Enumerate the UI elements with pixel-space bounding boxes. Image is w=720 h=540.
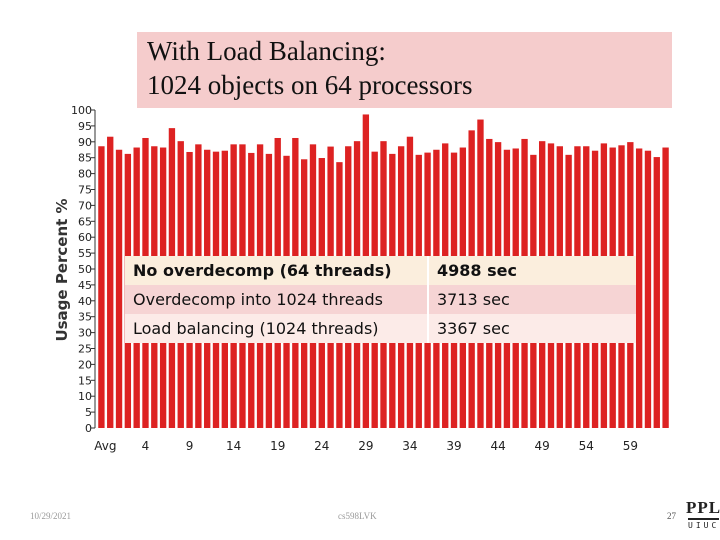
x-tick-label: 59 [623,439,638,453]
y-tick-label: 60 [78,231,92,244]
x-tick-label: Avg [94,439,116,453]
y-tick-label: 45 [78,279,92,292]
y-tick-label: 30 [78,327,92,340]
y-tick-label: 5 [85,406,92,419]
x-tick-label: 49 [535,439,550,453]
table-cell-label: Overdecomp into 1024 threads [133,290,383,309]
x-tick-label: 4 [142,439,150,453]
bar-1 [115,149,123,428]
y-tick-label: 50 [78,263,92,276]
table-cell-value: 4988 sec [427,256,636,285]
footer-course: cs598LVK [338,511,377,521]
table-row: Load balancing (1024 threads) 3367 sec [125,314,636,343]
table-cell-label: No overdecomp (64 threads) [133,261,392,280]
bar-63 [662,147,669,429]
table-row: Overdecomp into 1024 threads 3713 sec [125,285,636,314]
bar-60 [635,148,643,428]
x-tick-label: 19 [270,439,285,453]
table-row: No overdecomp (64 threads) 4988 sec [125,256,636,285]
x-tick-label: 54 [579,439,594,453]
x-tick-label: 39 [446,439,461,453]
y-tick-label: 25 [78,343,92,356]
title-box: With Load Balancing: 1024 objects on 64 … [137,32,672,108]
y-tick-label: 65 [78,215,92,228]
x-tick-label: 9 [186,439,194,453]
y-tick-label: 15 [78,374,92,387]
y-axis-label: Usage Percent % [53,198,71,342]
y-tick-label: 90 [78,136,92,149]
ppl-logo: PPL [686,498,720,517]
table-cell-value: 3713 sec [427,285,636,314]
uiuc-logo: UIUC [688,518,720,530]
y-tick-label: 10 [78,390,92,403]
slide-title-line-1: With Load Balancing: [147,36,386,66]
bar-61 [644,150,652,429]
bar-Avg [98,146,105,428]
y-tick-label: 100 [71,104,92,117]
page-number: 27 [667,511,676,521]
y-tick-label: 85 [78,152,92,165]
y-tick-label: 70 [78,199,92,212]
slide-title-line-2: 1024 objects on 64 processors [147,70,473,100]
y-tick-label: 55 [78,247,92,260]
x-tick-label: 34 [402,439,417,453]
bar-62 [653,157,660,428]
y-tick-label: 20 [78,358,92,371]
y-tick-label: 35 [78,311,92,324]
y-tick-label: 40 [78,295,92,308]
x-tick-label: 14 [226,439,241,453]
x-tick-label: 29 [358,439,373,453]
table-cell-value: 3367 sec [427,314,636,343]
footer-date: 10/29/2021 [30,511,72,521]
y-tick-label: 80 [78,168,92,181]
y-tick-label: 0 [85,422,92,435]
bar-0 [107,136,114,428]
y-tick-label: 95 [78,120,92,133]
table-cell-label: Load balancing (1024 threads) [133,319,379,338]
results-table: No overdecomp (64 threads) 4988 sec Over… [125,256,636,343]
x-tick-label: 24 [314,439,329,453]
x-tick-label: 44 [490,439,505,453]
y-tick-label: 75 [78,184,92,197]
